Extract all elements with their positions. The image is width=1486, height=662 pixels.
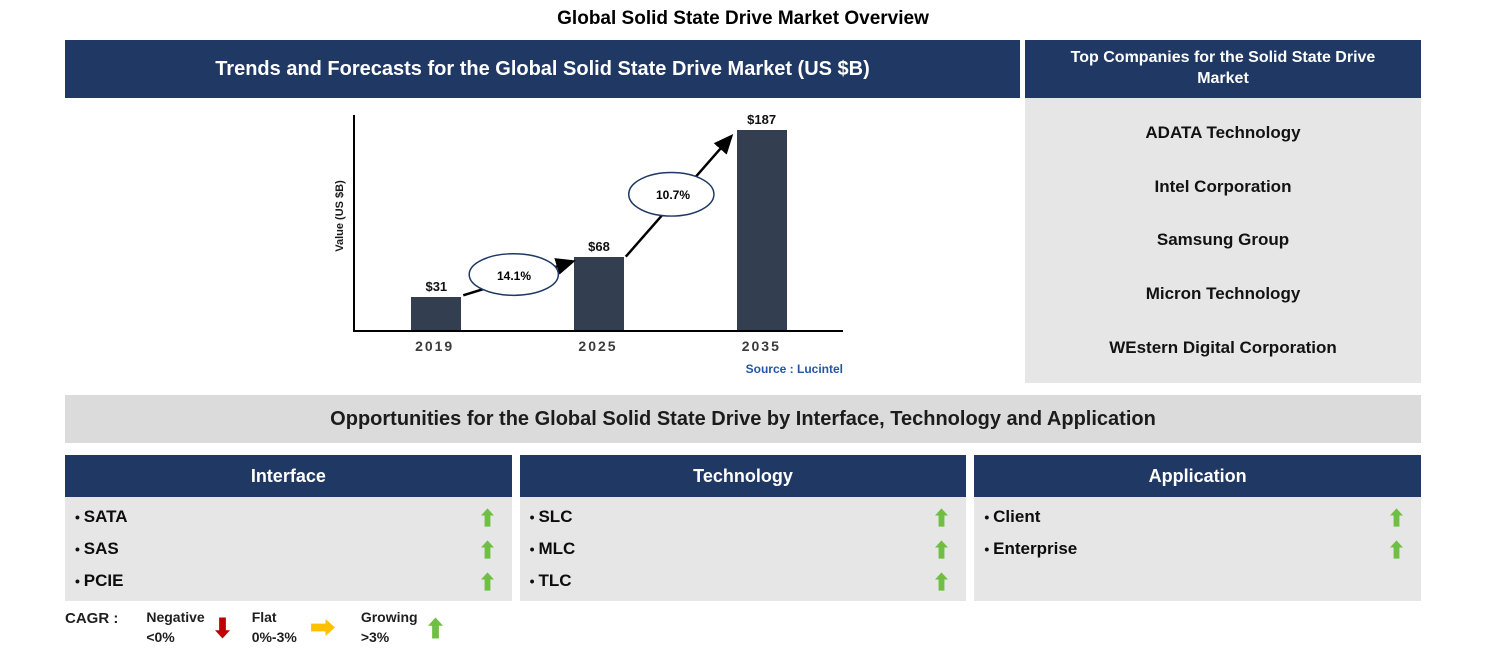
column-body: Client Enterprise [974, 497, 1422, 601]
bar [736, 130, 787, 330]
column-header: Interface [65, 455, 512, 497]
column-body: SATA SAS PCIE [65, 497, 512, 601]
item-label: SLC [530, 507, 572, 527]
x-tick-label: 2025 [578, 338, 618, 354]
item-label: Enterprise [984, 539, 1077, 559]
cagr-legend-items: Negative <0% Flat 0%-3% Growing >3% [146, 608, 443, 647]
top-companies-header: Top Companies for the Solid State Drive … [1025, 40, 1421, 98]
legend-label: Negative [146, 609, 205, 625]
item-label: PCIE [75, 571, 124, 591]
item-label: SAS [75, 539, 119, 559]
x-tick-label: 2035 [741, 338, 781, 354]
company-name: Micron Technology [1145, 284, 1301, 304]
list-item: MLC [530, 533, 949, 565]
legend-item-flat: Flat 0%-3% [252, 608, 339, 647]
list-item: Enterprise [984, 533, 1404, 565]
trends-header: Trends and Forecasts for the Global Soli… [65, 40, 1020, 98]
opportunity-column-technology: Technology SLC MLC TLC [519, 455, 967, 601]
bar-group: $187 [681, 112, 842, 330]
legend-label: Growing [360, 609, 418, 625]
bar-group: $68 [518, 239, 679, 330]
legend-range: >3% [360, 628, 390, 645]
company-name: WEstern Digital Corporation [1109, 338, 1337, 358]
bar-chart: Value (US $B) 14.1% 10.7% $31 $68 $187 [334, 112, 843, 376]
cagr-legend: CAGR : Negative <0% Flat 0%-3% Growing >3% [65, 608, 443, 647]
legend-text: Growing >3% [361, 608, 418, 647]
item-label: TLC [530, 571, 571, 591]
list-item: SATA [75, 501, 494, 533]
legend-right-arrow-icon [310, 619, 335, 637]
trend-up-icon [480, 507, 494, 527]
top-companies-panel: Top Companies for the Solid State Drive … [1025, 40, 1421, 383]
bar-value-label: $187 [747, 112, 777, 127]
list-item: SLC [530, 501, 949, 533]
legend-range: 0%-3% [251, 628, 297, 645]
growth-annotation: 14.1% [496, 269, 532, 283]
list-item: Client [984, 501, 1404, 533]
company-name: ADATA Technology [1145, 122, 1301, 142]
opportunity-column-interface: Interface SATA SAS PCIE [65, 455, 512, 601]
item-label: MLC [530, 539, 575, 559]
opportunity-column-application: Application Client Enterprise [974, 455, 1422, 601]
column-header: Technology [519, 455, 967, 497]
company-list: ADATA Technology Intel Corporation Samsung… [1025, 98, 1421, 383]
trends-panel: Trends and Forecasts for the Global Soli… [65, 40, 1020, 390]
page-title: Global Solid State Drive Market Overview [557, 8, 929, 29]
legend-label: Flat [251, 609, 277, 625]
legend-up-arrow-icon [427, 617, 443, 639]
legend-text: Negative <0% [146, 608, 204, 647]
trend-up-icon [935, 539, 949, 559]
company-name: Samsung Group [1156, 230, 1290, 250]
list-item: SAS [75, 533, 494, 565]
bar-group: $31 [356, 279, 517, 330]
trend-up-icon [1390, 539, 1404, 559]
category-axis: 2019 2025 2035 [353, 338, 843, 354]
source-label: Source : Lucintel [745, 362, 843, 376]
trend-up-icon [935, 507, 949, 527]
bar-value-label: $31 [425, 279, 448, 294]
bar [411, 297, 462, 330]
legend-item-negative: Negative <0% [146, 608, 230, 647]
opportunities-banner: Opportunities for the Global Solid State… [65, 395, 1421, 443]
legend-text: Flat 0%-3% [252, 608, 297, 647]
column-body: SLC MLC TLC [519, 497, 967, 601]
bar-value-label: $68 [588, 239, 610, 254]
trend-up-icon [935, 571, 949, 591]
company-name: Intel Corporation [1154, 176, 1292, 196]
opportunity-columns: Interface SATA SAS PCIE Technology SLC MLC TLC A… [65, 455, 1422, 601]
legend-range: <0% [146, 628, 175, 645]
trend-up-icon [1390, 507, 1404, 527]
y-axis-label: Value (US $B) [334, 180, 346, 252]
item-label: Client [984, 507, 1040, 527]
legend-down-arrow-icon [214, 617, 230, 639]
bar-plot: 14.1% 10.7% $31 $68 $187 [353, 112, 843, 332]
list-item: PCIE [75, 565, 494, 597]
cagr-legend-label: CAGR : [65, 610, 119, 627]
legend-item-growing: Growing >3% [361, 608, 443, 647]
trend-up-icon [480, 539, 494, 559]
bar [573, 257, 624, 330]
column-header: Application [974, 455, 1422, 497]
x-tick-label: 2019 [415, 338, 455, 354]
list-item: TLC [530, 565, 949, 597]
item-label: SATA [75, 507, 128, 527]
growth-annotation: 10.7% [655, 188, 691, 202]
trend-up-icon [480, 571, 494, 591]
